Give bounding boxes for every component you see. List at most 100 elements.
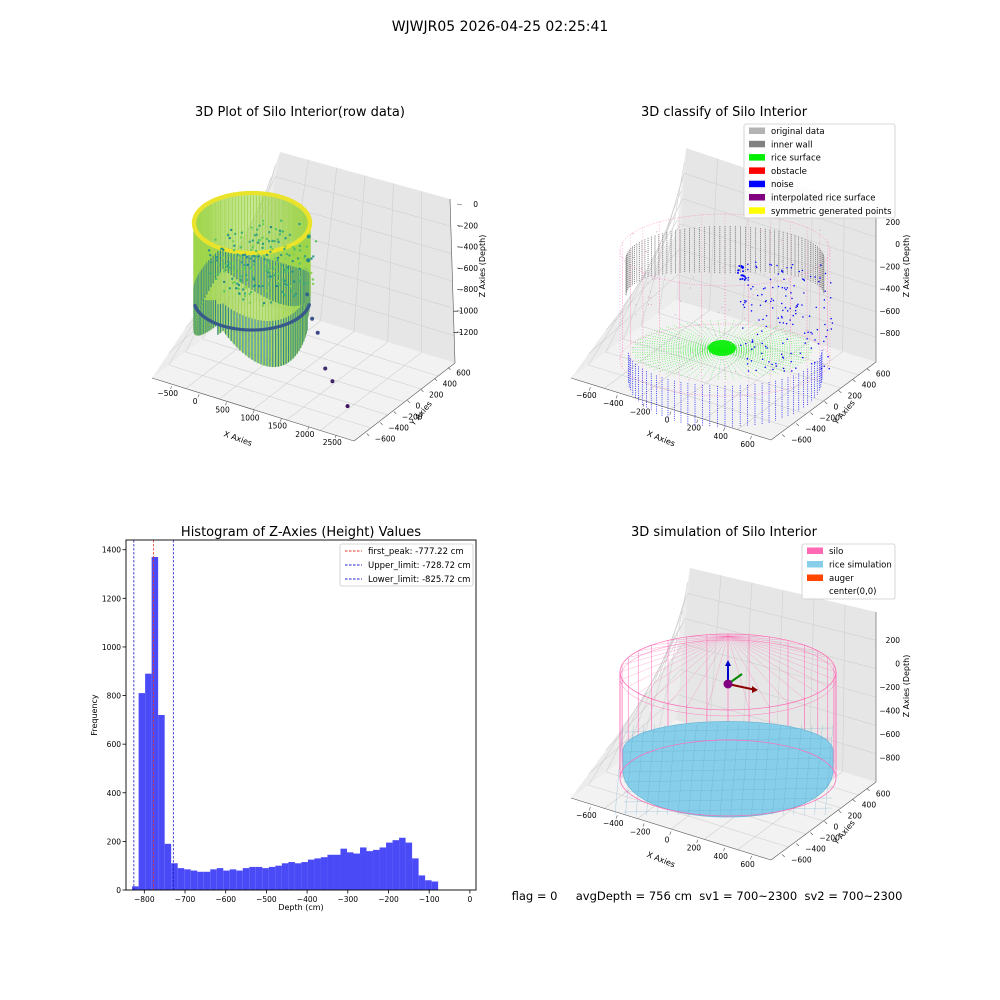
y-tick-mark	[380, 422, 383, 426]
legend-swatch-silo	[807, 547, 823, 554]
silo-roof-wire	[727, 635, 828, 687]
y-axis-line	[353, 362, 456, 442]
original-point	[774, 277, 776, 279]
noise-point	[783, 278, 785, 280]
noise-point	[742, 274, 745, 277]
noise-point	[765, 300, 767, 302]
data-point	[298, 262, 301, 265]
x-tick-label: 1000	[240, 414, 259, 423]
z-tick-label: −200	[457, 221, 478, 230]
silo-roof-wire	[667, 635, 729, 641]
y-tick-label: 400	[862, 801, 877, 810]
data-point	[269, 301, 273, 304]
data-point	[274, 228, 278, 231]
noise-point	[786, 338, 789, 341]
noise-point	[809, 275, 812, 278]
noise-point	[823, 340, 825, 343]
legend-label-upper-limit: Upper_limit: -728.72 cm	[368, 561, 471, 571]
data-point	[282, 268, 286, 271]
x-tick-label: 600	[740, 440, 755, 449]
rice-surface-ray	[694, 349, 723, 379]
data-point	[267, 271, 270, 274]
data-point	[231, 281, 234, 285]
x-tick-mark	[197, 394, 200, 398]
hist-bar	[197, 871, 204, 890]
y-tick-label: 600	[876, 790, 891, 799]
noise-point	[810, 331, 812, 334]
original-point	[722, 267, 724, 269]
data-point	[236, 282, 239, 285]
data-point	[268, 269, 271, 272]
noise-point	[785, 288, 787, 291]
x-tick-mark	[723, 427, 725, 432]
original-point	[782, 241, 784, 244]
data-point	[240, 231, 244, 234]
x-tick-label: 1500	[268, 422, 287, 431]
original-point	[721, 306, 723, 309]
original-point	[815, 263, 817, 265]
panel-classify-title: 3D classify of Silo Interior	[641, 105, 808, 120]
noise-point	[801, 356, 804, 359]
data-point	[228, 287, 232, 290]
y-tick-label: 800	[107, 692, 122, 701]
noise-point	[823, 306, 825, 309]
hist-bar	[262, 868, 269, 890]
data-point	[280, 264, 283, 267]
y-tick-mark	[781, 854, 785, 858]
data-point	[255, 255, 258, 258]
panel-sim-z-ticks: 200 0 −200 −400 −600 −800	[879, 636, 900, 763]
hist-bar	[151, 557, 159, 890]
original-point	[655, 278, 657, 280]
data-point	[251, 268, 254, 271]
noise-point	[743, 306, 746, 309]
data-point	[233, 281, 236, 284]
data-point	[240, 236, 243, 239]
center-marker	[723, 679, 733, 689]
data-point	[232, 248, 236, 252]
z-tick-label: 0	[895, 660, 900, 669]
noise-point	[795, 367, 797, 369]
original-point	[691, 351, 694, 354]
data-point	[239, 246, 243, 249]
noise-point	[816, 328, 819, 331]
hist-x-label: Depth (cm)	[278, 903, 323, 912]
noise-point	[742, 327, 744, 329]
hist-bar	[405, 842, 413, 890]
noise-point	[738, 265, 741, 268]
pane-left-wall	[571, 148, 686, 378]
rice-surface-ray	[640, 336, 723, 351]
x-tick-label: −500	[256, 895, 277, 904]
original-point	[721, 359, 723, 361]
x-tick-mark	[170, 385, 172, 390]
rice-surface-core	[708, 340, 736, 356]
y-tick-label: 200	[848, 392, 863, 401]
original-point	[795, 377, 797, 379]
noise-point	[795, 312, 797, 315]
y-tick-label: −600	[791, 856, 812, 865]
rice-mesh-line	[677, 724, 687, 816]
data-point	[243, 294, 247, 298]
y-tick-label: 200	[848, 812, 863, 821]
y-tick-label: −200	[819, 414, 840, 423]
data-point	[277, 301, 281, 304]
hist-bar	[171, 863, 178, 890]
noise-point	[784, 306, 787, 309]
hist-bar	[203, 871, 211, 890]
silo-roof-wire	[727, 635, 750, 710]
data-point	[221, 256, 224, 259]
data-point	[252, 276, 255, 279]
original-point	[778, 359, 780, 361]
data-point	[248, 292, 251, 296]
x-tick-label: 500	[215, 405, 230, 414]
panel-classify-3d: 3D classify of Silo Interior −600 −400 −20…	[570, 105, 911, 449]
data-point	[223, 290, 226, 293]
legend-swatch-symmetric	[749, 207, 765, 214]
data-point	[237, 269, 240, 273]
hist-bar	[314, 858, 321, 890]
silo-roof-wire	[727, 635, 818, 694]
panel-sim-title: 3D simulation of Silo Interior	[631, 525, 818, 540]
panel-hist-title: Histogram of Z-Axies (Height) Values	[181, 525, 421, 540]
noise-point	[744, 299, 746, 302]
x-tick-label: 400	[714, 432, 729, 441]
noise-point	[761, 342, 763, 345]
